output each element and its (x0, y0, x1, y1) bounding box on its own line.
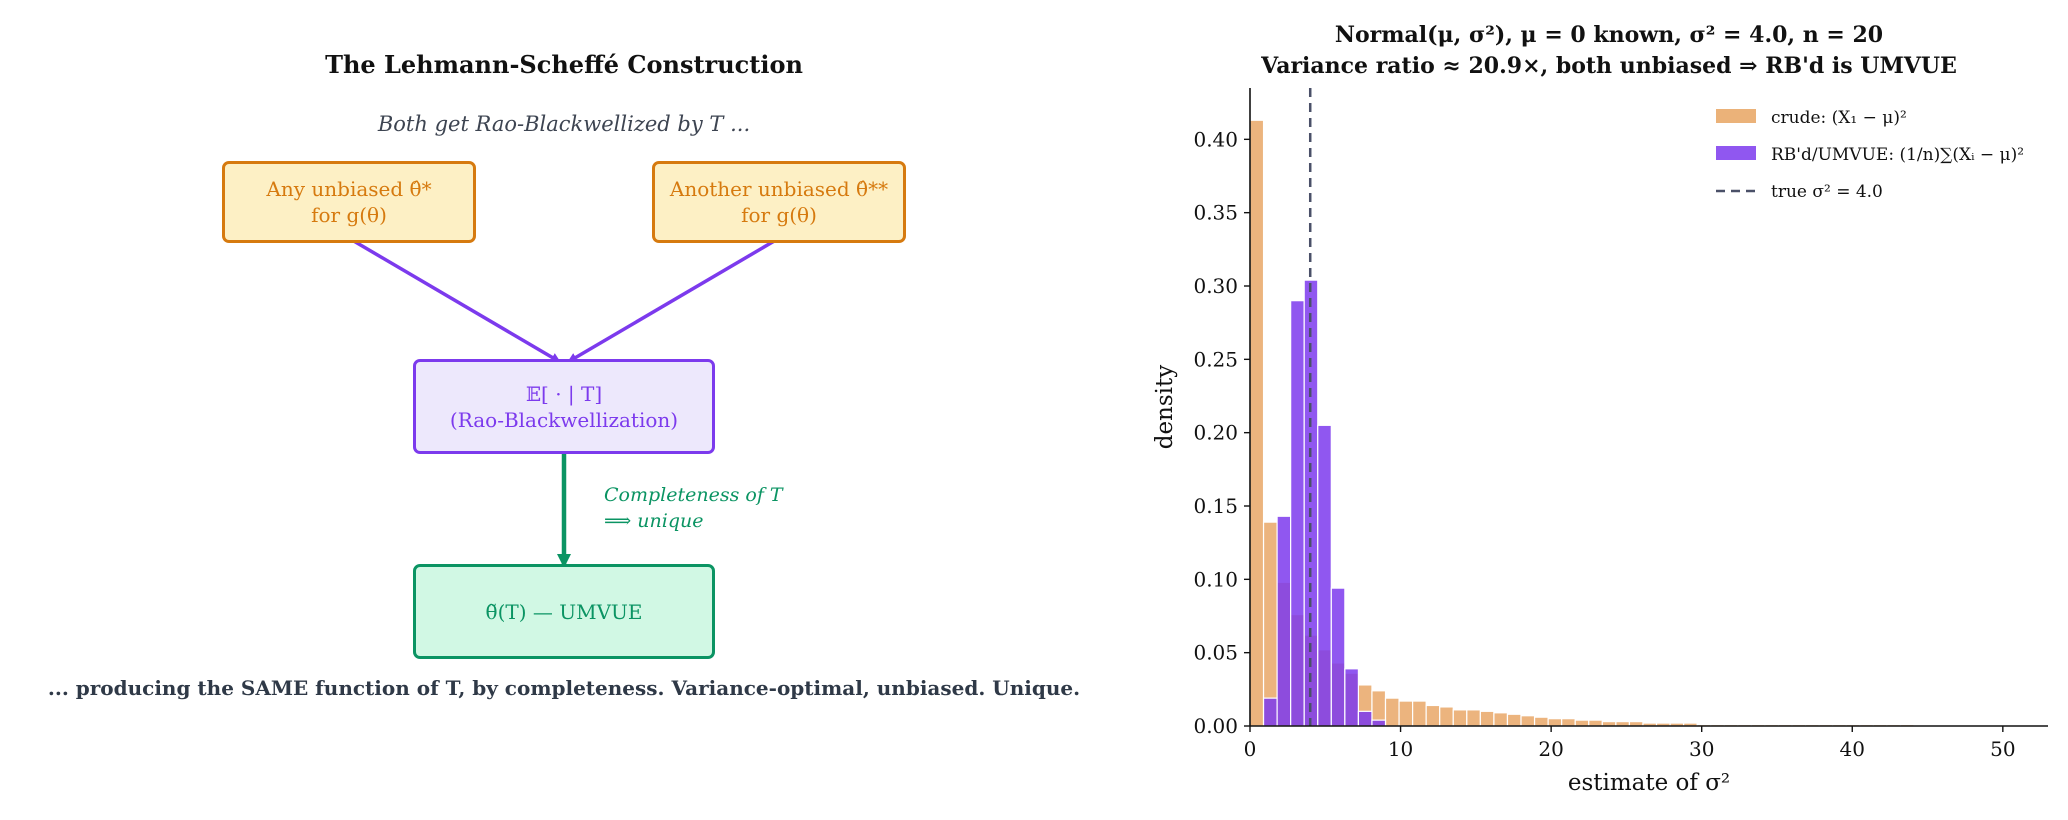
y-tick-label: 0.15 (1193, 494, 1238, 518)
crude-estimator-bar (1588, 719, 1603, 727)
unbiased-estimator-box-1: Any unbiased θ̂* for g(θ) (222, 161, 476, 243)
box-line: Any unbiased θ̂* (266, 177, 432, 201)
y-tick-label: 0.30 (1193, 274, 1238, 298)
box-line: 𝔼[ · | T] (525, 381, 603, 406)
crude-estimator-bar (1425, 704, 1441, 727)
rb-umvue-bar (1371, 719, 1387, 727)
chart-title-line-1: Normal(μ, σ²), μ = 0 known, σ² = 4.0, n … (1334, 22, 1884, 48)
diagram-arrows (351, 238, 777, 568)
rb-umvue-bar (1344, 668, 1360, 727)
crude-estimator-bar (1249, 119, 1265, 727)
crude-estimator-bar (1412, 700, 1427, 727)
rb-umvue-bar (1276, 515, 1292, 727)
unbiased-estimator-box-2: Another unbiased θ̂** for g(θ) (652, 161, 906, 243)
umvue-box: θ̃(T) — UMVUE (413, 564, 715, 659)
crude-estimator-bar (1561, 718, 1576, 727)
crude-estimator-bar (1547, 718, 1563, 727)
rb-umvue-bar (1317, 424, 1332, 727)
crude-estimator-bar (1262, 521, 1278, 727)
y-tick-label: 0.05 (1193, 641, 1238, 665)
crude-estimator-bar (1466, 709, 1481, 727)
crude-estimator-bar (1493, 712, 1509, 727)
crude-estimator-bar (1506, 713, 1522, 727)
crude-estimator-bar (1452, 709, 1468, 727)
note-line: ⟹ unique (604, 510, 704, 532)
arrow-right-to-middle (567, 238, 777, 364)
y-tick-label: 0.40 (1193, 127, 1238, 151)
rb-umvue-bar (1262, 697, 1278, 727)
box-line: (Rao-Blackwellization) (449, 407, 679, 432)
completeness-note: Completeness of T ⟹ unique (604, 482, 783, 534)
y-tick-label: 0.35 (1193, 201, 1238, 225)
y-tick-label: 0.20 (1193, 421, 1238, 445)
crude-estimator-bar (1398, 700, 1414, 727)
box-line: for g(θ) (311, 203, 387, 227)
diagram-subtitle: Both get Rao-Blackwellized by T ... (377, 112, 751, 136)
diagram-footer: ... producing the SAME function of T, by… (47, 676, 1081, 700)
x-axis-label: estimate of σ² (1568, 770, 1730, 796)
box-line: θ̃(T) — UMVUE (485, 599, 643, 624)
y-tick-label: 0.25 (1193, 347, 1238, 371)
legend-swatch (1716, 109, 1756, 123)
y-axis-label: density (1152, 365, 1178, 450)
crude-estimator-bar (1520, 715, 1536, 727)
crude-estimator-bar (1574, 719, 1590, 727)
x-tick-label: 20 (1538, 737, 1563, 761)
diagram-title: The Lehmann-Scheffé Construction (325, 50, 803, 79)
crude-estimator-bar (1384, 697, 1400, 727)
crude-estimator-bar (1479, 710, 1495, 727)
legend-label: true σ² = 4.0 (1771, 182, 1883, 202)
box-line: Another unbiased θ̂** (669, 177, 889, 201)
crude-estimator-bar (1533, 716, 1549, 727)
y-tick-label: 0.00 (1193, 714, 1238, 738)
rb-umvue-bar (1330, 587, 1346, 727)
legend-label: RB'd/UMVUE: (1/n)∑(Xᵢ − μ)² (1771, 145, 2024, 165)
x-tick-label: 30 (1689, 737, 1714, 761)
note-line: Completeness of T (604, 484, 783, 506)
x-tick-label: 0 (1244, 737, 1257, 761)
rb-umvue-bar (1290, 300, 1305, 727)
legend-swatch (1716, 146, 1756, 160)
x-tick-label: 50 (1990, 737, 2015, 761)
rao-blackwellization-box: 𝔼[ · | T] (Rao-Blackwellization) (413, 359, 715, 454)
rb-umvue-bar (1357, 710, 1373, 727)
crude-estimator-bar (1439, 706, 1454, 727)
box-line: for g(θ) (741, 203, 817, 227)
legend-label: crude: (X₁ − μ)² (1771, 108, 1907, 128)
arrow-left-to-middle (351, 238, 561, 364)
x-tick-label: 10 (1388, 737, 1413, 761)
x-tick-label: 40 (1840, 737, 1865, 761)
y-tick-label: 0.10 (1193, 567, 1238, 591)
chart-title-line-2: Variance ratio ≈ 20.9×, both unbiased ⇒ … (1261, 53, 1957, 79)
